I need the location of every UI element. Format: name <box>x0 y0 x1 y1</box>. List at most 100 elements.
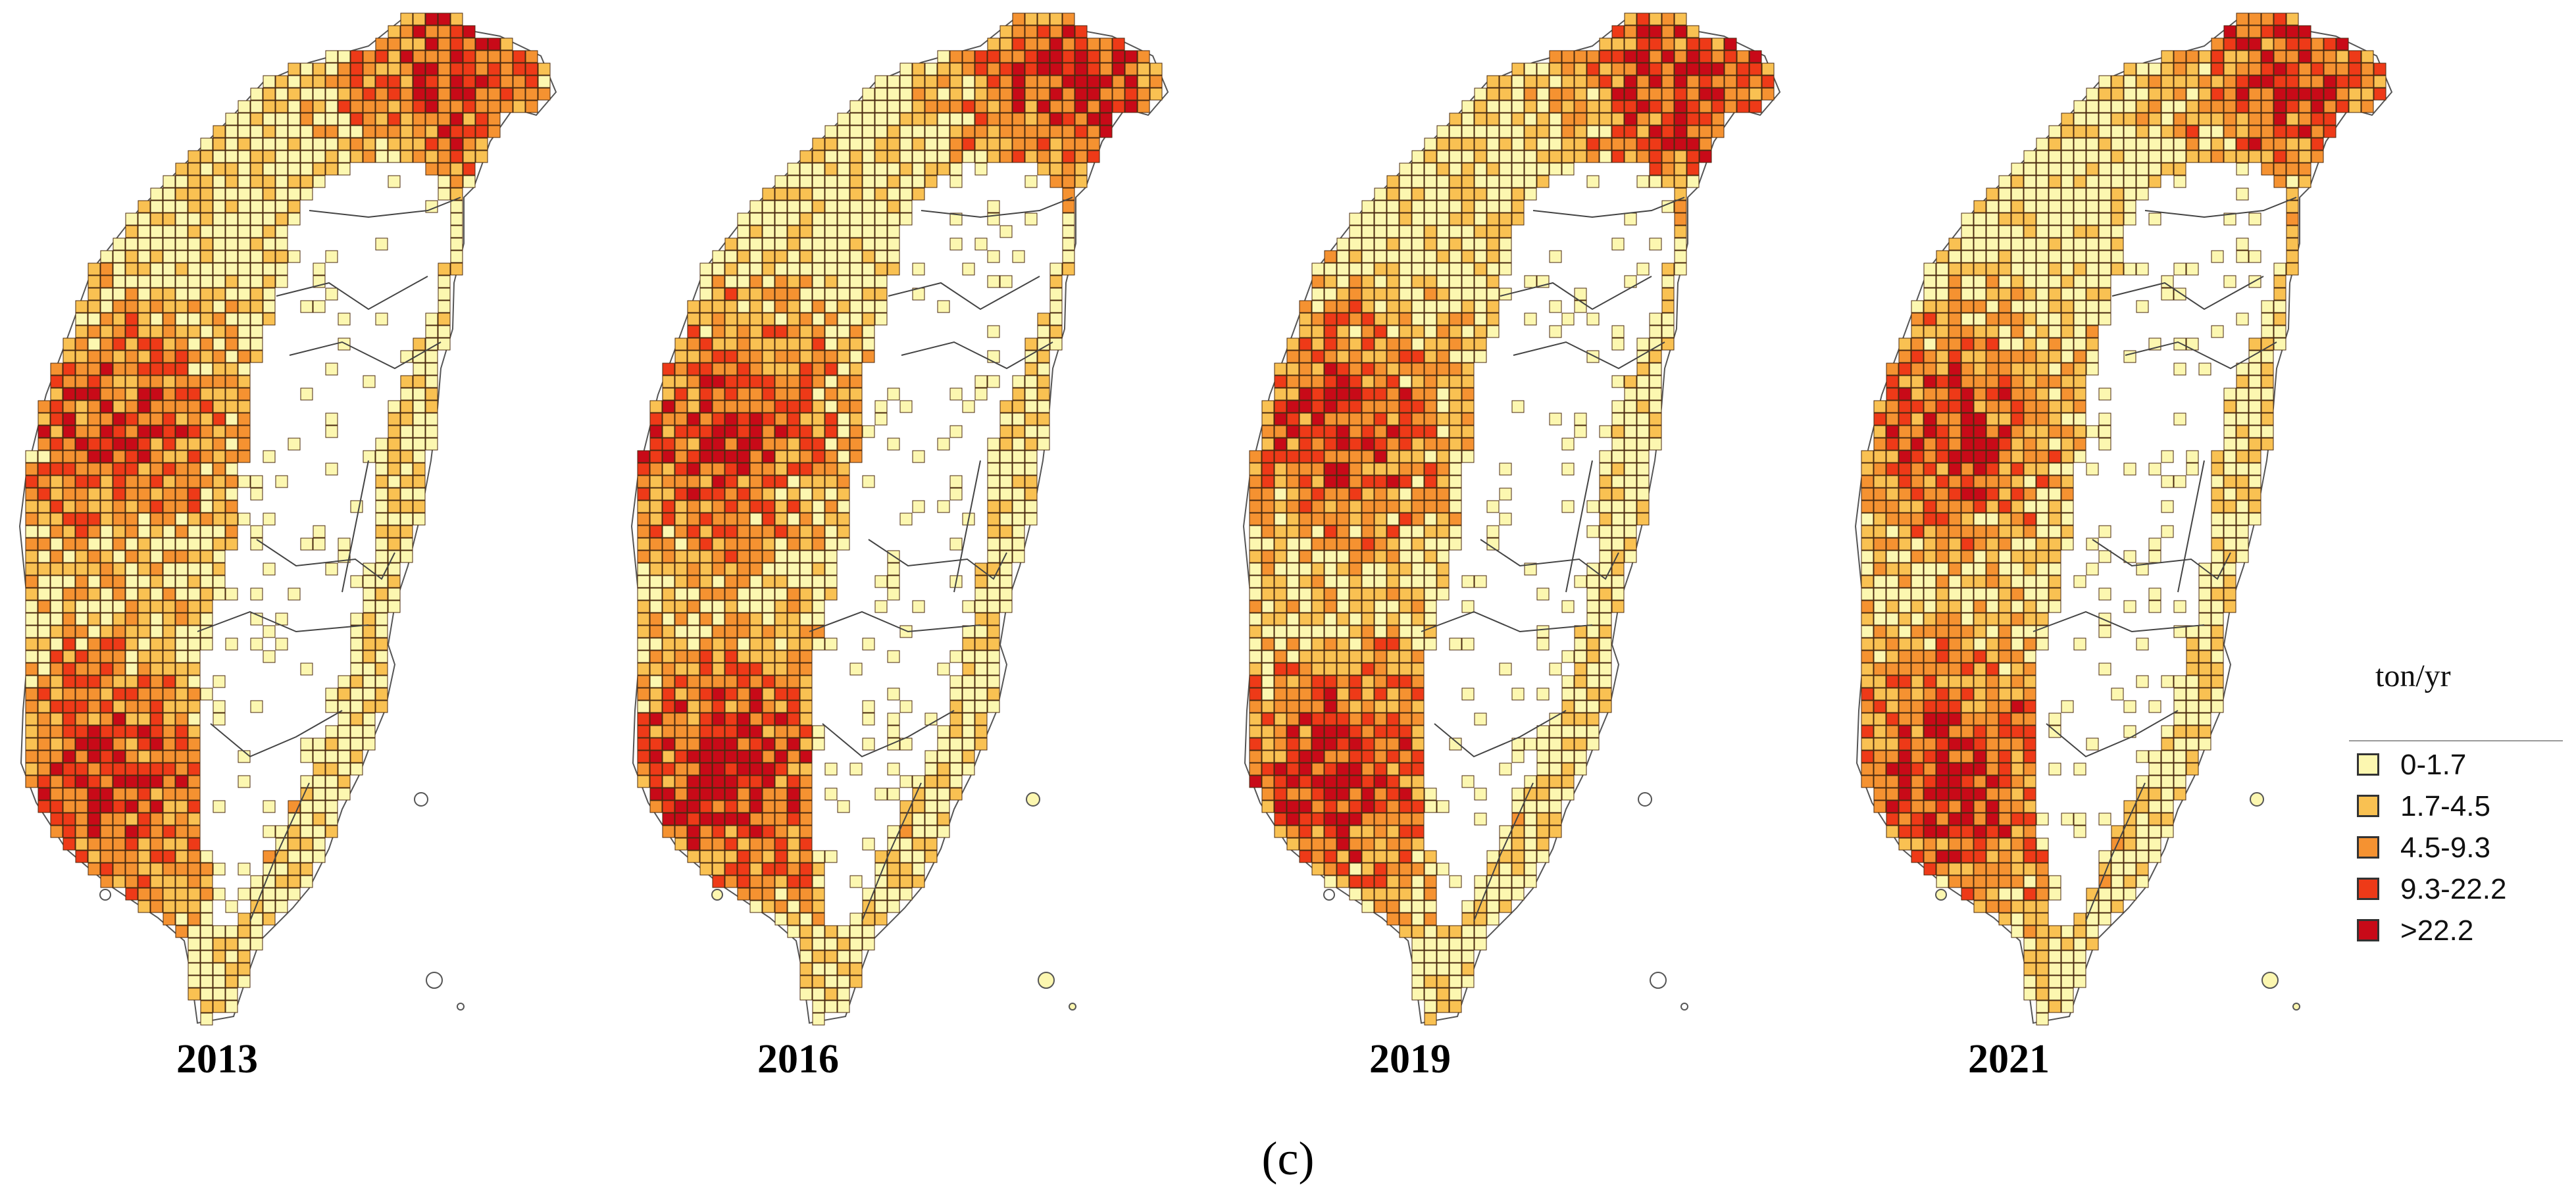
grid-cell <box>687 762 700 776</box>
grid-cell <box>1374 375 1387 388</box>
grid-cell <box>637 475 650 488</box>
grid-cell <box>2148 175 2161 188</box>
grid-cell <box>500 75 513 88</box>
grid-cell <box>1936 375 1949 388</box>
grid-cell <box>1261 625 1275 638</box>
grid-cell <box>275 638 288 651</box>
grid-cell <box>2086 300 2099 313</box>
grid-cell <box>250 925 263 938</box>
grid-cell <box>1424 288 1437 301</box>
grid-cell <box>1311 638 1325 651</box>
grid-cell <box>1037 388 1050 401</box>
grid-cell <box>2136 113 2149 126</box>
grid-cell <box>674 625 688 638</box>
grid-cell <box>799 325 813 338</box>
grid-cell <box>400 138 413 151</box>
grid-cell <box>2273 288 2286 301</box>
grid-cell <box>200 975 213 988</box>
grid-cell <box>824 225 838 238</box>
grid-cell <box>2098 75 2111 88</box>
grid-cell <box>1311 300 1325 313</box>
grid-cell <box>1299 738 1312 751</box>
grid-cell <box>38 650 51 663</box>
grid-cell <box>774 463 788 476</box>
grid-cell <box>787 438 800 451</box>
grid-cell <box>812 538 825 551</box>
grid-cell <box>1599 113 1612 126</box>
grid-cell <box>699 438 713 451</box>
grid-cell <box>2236 312 2249 326</box>
grid-cell <box>1349 388 1362 401</box>
grid-cell <box>1311 562 1325 576</box>
grid-cell <box>1299 638 1312 651</box>
grid-cell <box>1711 88 1725 101</box>
grid-cell <box>662 800 675 813</box>
grid-cell <box>188 838 201 851</box>
grid-cell <box>2023 300 2036 313</box>
grid-cell <box>1024 75 1038 88</box>
grid-cell <box>1411 712 1425 726</box>
grid-cell <box>1424 612 1437 626</box>
grid-cell <box>1374 688 1387 701</box>
grid-cell <box>250 250 263 263</box>
grid-cell <box>1399 600 1412 613</box>
grid-cell <box>2023 262 2036 276</box>
grid-cell <box>999 463 1013 476</box>
grid-cell <box>1449 1000 1462 1013</box>
grid-cell <box>1411 725 1425 738</box>
grid-cell <box>649 450 663 463</box>
grid-cell <box>749 525 763 538</box>
grid-cell <box>188 850 201 863</box>
grid-cell <box>737 388 750 401</box>
grid-cell <box>2198 150 2211 163</box>
grid-cell <box>338 762 351 776</box>
grid-cell <box>1749 100 1762 113</box>
grid-cell <box>1336 863 1350 876</box>
grid-cell <box>874 312 888 326</box>
grid-cell <box>812 175 825 188</box>
grid-cell <box>1024 125 1038 138</box>
grid-cell <box>238 450 251 463</box>
grid-cell <box>150 750 163 763</box>
grid-cell <box>2248 138 2261 151</box>
grid-cell <box>75 450 88 463</box>
grid-cell <box>1424 1000 1437 1013</box>
grid-cell <box>1311 662 1325 676</box>
grid-cell <box>2236 88 2249 101</box>
grid-cell <box>1024 475 1038 488</box>
grid-cell <box>225 262 238 276</box>
grid-cell <box>1249 625 1262 638</box>
grid-cell <box>1411 463 1425 476</box>
grid-cell <box>2373 88 2387 101</box>
grid-cell <box>2061 375 2074 388</box>
grid-cell <box>1749 63 1762 76</box>
grid-cell <box>1486 75 1500 88</box>
grid-cell <box>163 838 176 851</box>
grid-cell <box>1411 888 1425 901</box>
grid-cell <box>375 588 388 601</box>
grid-cell <box>1386 913 1400 926</box>
grid-cell <box>1112 75 1125 88</box>
grid-cell <box>637 463 650 476</box>
grid-cell <box>1436 500 1450 513</box>
grid-cell <box>163 600 176 613</box>
grid-cell <box>2361 100 2374 113</box>
grid-cell <box>2011 475 2024 488</box>
grid-cell <box>1886 425 1899 438</box>
grid-cell <box>1374 612 1387 626</box>
grid-cell <box>949 388 963 401</box>
grid-cell <box>1686 38 1700 51</box>
grid-cell <box>687 362 700 376</box>
grid-cell <box>724 638 738 651</box>
grid-cell <box>2186 138 2199 151</box>
grid-cell <box>749 688 763 701</box>
grid-cell <box>1324 800 1337 813</box>
grid-cell <box>2298 38 2311 51</box>
grid-cell <box>2073 425 2086 438</box>
grid-cell <box>338 338 351 351</box>
grid-cell <box>1299 762 1312 776</box>
grid-cell <box>238 100 251 113</box>
grid-cell <box>25 688 38 701</box>
grid-cell <box>1361 750 1375 763</box>
grid-cell <box>375 625 388 638</box>
